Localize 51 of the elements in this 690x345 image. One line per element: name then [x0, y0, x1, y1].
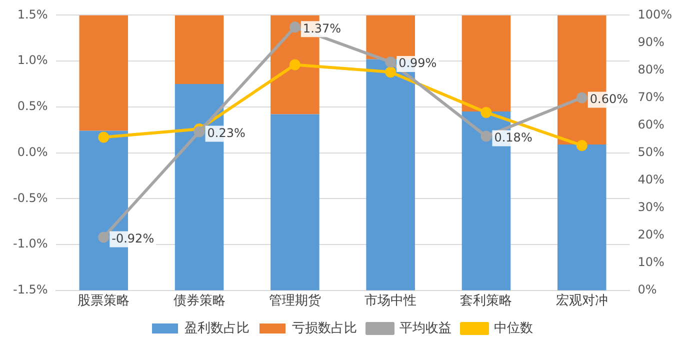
legend-label: 中位数: [494, 320, 533, 336]
point: [576, 92, 588, 104]
y2-tick-label: 10%: [638, 255, 664, 270]
legend-label: 亏损数占比: [292, 320, 357, 336]
bar: [270, 114, 320, 290]
y2-tick-label: 100%: [638, 7, 672, 22]
y2-tick-label: 90%: [638, 34, 664, 49]
data-label: 0.18%: [494, 130, 532, 144]
data-label: 0.60%: [590, 92, 628, 106]
y-tick-label: 1.0%: [17, 53, 48, 68]
data-label: 1.37%: [302, 21, 342, 36]
point: [385, 66, 396, 78]
point: [576, 140, 588, 151]
legend-label: 平均收益: [400, 320, 452, 336]
point: [480, 130, 492, 142]
data-label: 0.99%: [398, 56, 437, 70]
y2-tick-label: 60%: [638, 117, 664, 132]
y-tick-label: 0.5%: [17, 99, 48, 114]
bar: [557, 144, 606, 290]
y2-tick-label: 40%: [638, 172, 664, 186]
y-tick-label: -0.5%: [12, 190, 48, 205]
y-tick-label: 0.0%: [17, 144, 48, 159]
y2-tick-label: 50%: [638, 144, 664, 159]
data-label: -0.92%: [112, 231, 154, 246]
bar: [79, 15, 128, 131]
y2-tick-label: 80%: [638, 62, 664, 76]
point: [289, 22, 300, 33]
y2-tick-label: 70%: [638, 90, 664, 104]
bar: [174, 15, 224, 84]
x-tick-label: 市场中性: [364, 294, 417, 309]
legend-label: 盈利数占比: [184, 320, 250, 336]
x-tick-label: 债券策略: [173, 294, 226, 309]
point: [194, 126, 205, 138]
y-tick-label: 1.5%: [17, 7, 48, 22]
point: [385, 56, 396, 68]
y-tick-label: -1.0%: [12, 236, 48, 251]
data-label: 0.23%: [207, 126, 246, 140]
bar: [462, 15, 511, 112]
y2-tick-label: 30%: [638, 200, 664, 214]
x-tick-label: 宏观对冲: [556, 292, 608, 309]
point: [98, 232, 110, 243]
point: [289, 59, 300, 70]
x-tick-label: 套利策略: [460, 294, 512, 309]
bar: [366, 15, 415, 60]
y-tick-label: -1.5%: [12, 282, 48, 297]
point: [480, 106, 492, 118]
point: [98, 132, 110, 143]
x-tick-label: 管理期货: [268, 294, 321, 309]
y2-tick-label: 0%: [638, 282, 657, 297]
y2-tick-label: 20%: [638, 227, 664, 242]
x-tick-label: 股票策略: [78, 294, 130, 309]
